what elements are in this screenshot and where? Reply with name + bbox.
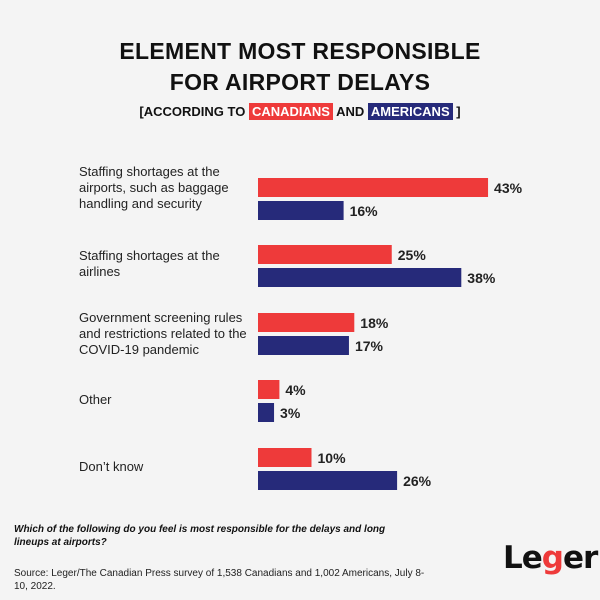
chart-title: ELEMENT MOST RESPONSIBLE FOR AIRPORT DEL… bbox=[0, 36, 600, 98]
value-label-canadians-1: 25% bbox=[398, 247, 427, 263]
value-label-americans-2: 17% bbox=[355, 338, 384, 354]
bar-americans-1 bbox=[258, 268, 462, 287]
subtitle-suffix: ] bbox=[456, 104, 461, 119]
value-label-americans-0: 16% bbox=[350, 203, 379, 219]
category-label-government-rules: Government screening rules and restricti… bbox=[79, 310, 247, 357]
subtitle-prefix: [ACCORDING TO bbox=[139, 104, 246, 119]
bar-canadians-0 bbox=[258, 178, 489, 197]
bar-canadians-4 bbox=[258, 448, 312, 467]
leger-logo: Leger bbox=[503, 540, 598, 576]
bar-canadians-3 bbox=[258, 380, 280, 399]
chart-subtitle: [ACCORDING TO CANADIANS AND AMERICANS ] bbox=[0, 103, 600, 121]
chart-title-line-2: FOR AIRPORT DELAYS bbox=[169, 69, 431, 95]
category-label-dont-know: Don’t know bbox=[79, 459, 144, 474]
legend-canadians: CANADIANS bbox=[248, 103, 333, 120]
value-label-americans-4: 26% bbox=[403, 473, 432, 489]
bar-americans-0 bbox=[258, 201, 344, 220]
value-label-americans-3: 3% bbox=[280, 405, 301, 421]
logo-text-pre: Le bbox=[503, 540, 543, 576]
bar-americans-4 bbox=[258, 471, 398, 490]
bar-americans-2 bbox=[258, 336, 349, 355]
category-label-airport-staffing: Staffing shortages at the airports, such… bbox=[79, 164, 229, 211]
value-label-canadians-3: 4% bbox=[285, 382, 306, 398]
category-label-airline-staffing: Staffing shortages at the airlines bbox=[79, 248, 220, 279]
bar-canadians-2 bbox=[258, 313, 355, 332]
bar-americans-3 bbox=[258, 403, 275, 422]
survey-question: Which of the following do you feel is mo… bbox=[14, 524, 386, 548]
category-label-other: Other bbox=[79, 392, 112, 407]
source-note: Source: Leger/The Canadian Press survey … bbox=[14, 568, 425, 592]
value-label-canadians-0: 43% bbox=[494, 180, 523, 196]
logo-text-post: er bbox=[562, 540, 598, 576]
value-label-canadians-4: 10% bbox=[318, 450, 347, 466]
logo-text-g: g bbox=[541, 540, 564, 576]
legend-americans: AMERICANS bbox=[367, 103, 453, 120]
subtitle-and: AND bbox=[336, 104, 365, 119]
value-label-canadians-2: 18% bbox=[360, 315, 389, 331]
chart-title-line-1: ELEMENT MOST RESPONSIBLE bbox=[119, 38, 481, 64]
bar-canadians-1 bbox=[258, 245, 392, 264]
value-label-americans-1: 38% bbox=[467, 270, 496, 286]
